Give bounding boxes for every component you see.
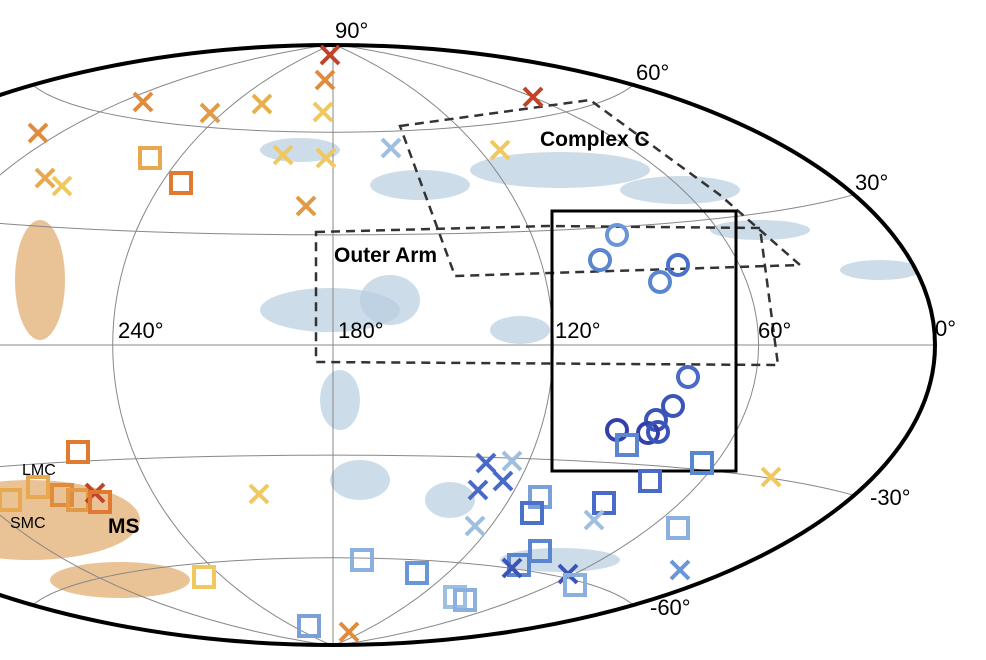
outer-arm-region bbox=[314, 224, 780, 367]
x-marker bbox=[51, 175, 73, 197]
x-marker bbox=[132, 91, 154, 113]
lon-label: 240° bbox=[118, 318, 164, 343]
square-marker bbox=[0, 488, 22, 512]
square-marker bbox=[192, 565, 216, 589]
circle-marker bbox=[605, 223, 629, 247]
x-marker bbox=[760, 466, 782, 488]
x-marker bbox=[248, 483, 270, 505]
square-marker bbox=[615, 433, 639, 457]
cloud bbox=[0, 480, 140, 560]
x-marker bbox=[501, 450, 523, 472]
square-marker bbox=[297, 614, 321, 638]
square-marker bbox=[66, 440, 90, 464]
x-marker bbox=[464, 515, 486, 537]
circle-marker bbox=[666, 253, 690, 277]
square-marker bbox=[520, 501, 544, 525]
cloud bbox=[370, 170, 470, 200]
lat-label: 60° bbox=[636, 60, 669, 85]
lat-label: -60° bbox=[650, 595, 691, 620]
square-marker bbox=[50, 483, 74, 507]
x-marker bbox=[314, 69, 336, 91]
cloud bbox=[360, 275, 420, 325]
region-label: Outer Arm bbox=[334, 244, 437, 267]
cloud bbox=[425, 482, 475, 518]
x-marker bbox=[467, 479, 489, 501]
sky-outline bbox=[0, 43, 937, 647]
grid bbox=[0, 45, 935, 645]
x-marker bbox=[319, 44, 341, 66]
markers bbox=[0, 44, 782, 643]
cloud bbox=[490, 316, 550, 344]
object-label: MS bbox=[108, 515, 140, 538]
object-label: SMC bbox=[10, 515, 46, 532]
cloud bbox=[15, 220, 65, 340]
square-marker bbox=[350, 548, 374, 572]
lat-label: -30° bbox=[870, 485, 911, 510]
circle-marker bbox=[588, 248, 612, 272]
lon-label: 180° bbox=[338, 318, 384, 343]
grid-line bbox=[0, 454, 855, 496]
x-marker bbox=[338, 621, 360, 643]
grid-line bbox=[112, 45, 334, 645]
x-marker bbox=[251, 93, 273, 115]
region-label: Complex C bbox=[540, 128, 650, 151]
x-marker bbox=[295, 195, 317, 217]
square-marker bbox=[138, 146, 162, 170]
square-marker bbox=[528, 539, 552, 563]
x-marker bbox=[501, 557, 523, 579]
object-label: LMC bbox=[22, 462, 56, 479]
x-marker bbox=[492, 470, 514, 492]
square-marker bbox=[169, 171, 193, 195]
lat-label: 30° bbox=[855, 170, 888, 195]
gas-clouds bbox=[0, 138, 920, 598]
circle-marker bbox=[661, 394, 685, 418]
cloud bbox=[50, 562, 190, 598]
square-marker bbox=[638, 469, 662, 493]
cloud bbox=[620, 176, 740, 204]
square-marker bbox=[666, 516, 690, 540]
grid-line bbox=[0, 45, 334, 645]
x-marker bbox=[522, 86, 544, 108]
x-marker bbox=[669, 559, 691, 581]
square-marker bbox=[453, 588, 477, 612]
cloud bbox=[840, 260, 920, 280]
lat-label: 0° bbox=[935, 316, 956, 341]
square-marker bbox=[88, 490, 112, 514]
cloud bbox=[330, 460, 390, 500]
lon-label: 120° bbox=[555, 318, 601, 343]
cloud bbox=[320, 370, 360, 430]
x-marker bbox=[34, 167, 56, 189]
square-marker bbox=[592, 491, 616, 515]
x-marker bbox=[312, 101, 334, 123]
x-marker bbox=[27, 122, 49, 144]
circle-marker bbox=[676, 365, 700, 389]
x-marker bbox=[380, 137, 402, 159]
square-marker bbox=[563, 573, 587, 597]
square-marker bbox=[26, 475, 50, 499]
complex-c-region bbox=[398, 98, 804, 278]
x-marker bbox=[315, 147, 337, 169]
x-marker bbox=[199, 102, 221, 124]
x-marker bbox=[272, 144, 294, 166]
x-marker bbox=[475, 452, 497, 474]
x-marker bbox=[583, 509, 605, 531]
circle-marker bbox=[646, 420, 670, 444]
x-marker bbox=[489, 139, 511, 161]
cloud bbox=[470, 152, 650, 188]
lat-label: 90° bbox=[335, 18, 368, 43]
square-marker bbox=[405, 561, 429, 585]
circle-marker bbox=[648, 270, 672, 294]
lon-label: 60° bbox=[758, 318, 791, 343]
square-marker bbox=[690, 451, 714, 475]
